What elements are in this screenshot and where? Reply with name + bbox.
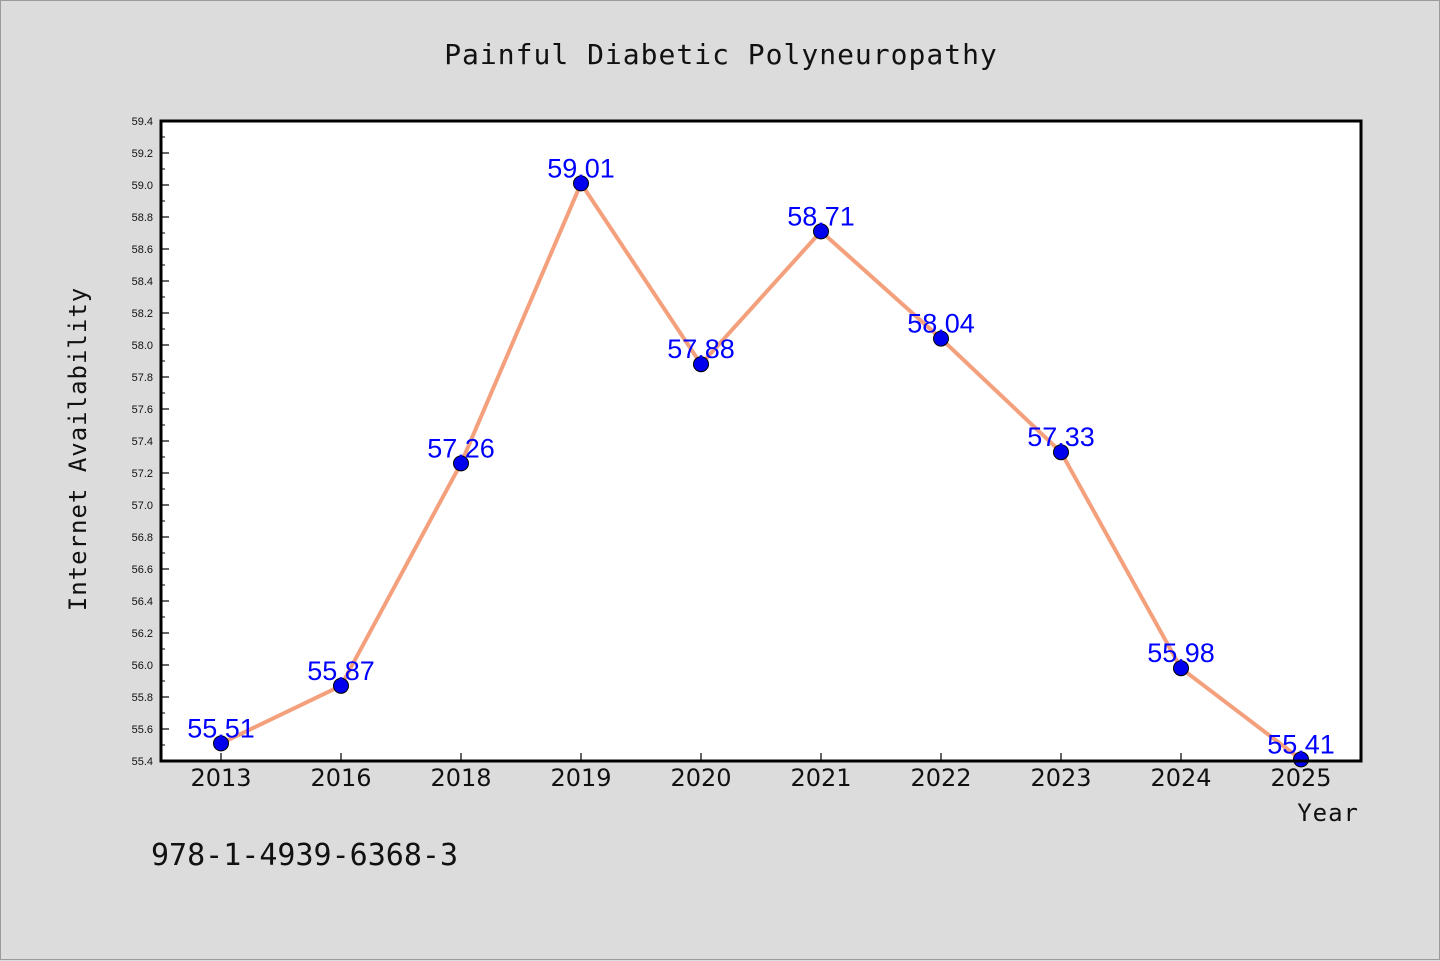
x-tick-label: 2013 (190, 764, 251, 792)
x-tick-label: 2016 (310, 764, 371, 792)
y-tick-label: 56.6 (132, 564, 153, 576)
isbn-annotation: 978-1-4939-6368-3 (151, 838, 458, 873)
y-tick-label: 57.6 (132, 404, 153, 416)
y-tick-label: 56.4 (132, 596, 153, 608)
x-tick-label: 2023 (1030, 764, 1091, 792)
data-point (933, 330, 949, 347)
y-tick-label: 57.4 (132, 436, 153, 448)
y-tick-label: 58.0 (132, 340, 153, 352)
y-tick-label: 58.6 (132, 244, 153, 256)
data-point (453, 455, 469, 472)
data-point (573, 175, 589, 192)
y-tick-label: 58.2 (132, 308, 153, 320)
y-tick-label: 59.4 (132, 116, 153, 128)
data-point (1053, 444, 1069, 461)
data-labels: 55.51 55.87 57.26 59.01 57.88 58.71 58.04 57.33… (187, 153, 1335, 759)
y-tick-label: 55.8 (132, 692, 153, 704)
x-axis-label: Year (1297, 799, 1359, 827)
y-tick-label: 55.4 (132, 756, 153, 768)
y-tick-label: 57.8 (132, 372, 153, 384)
y-tick-label: 57.0 (132, 500, 153, 512)
x-tick-label: 2021 (790, 764, 851, 792)
x-tick-label: 2018 (430, 764, 491, 792)
y-ticks: 55.4 55.6 55.8 56.0 56.2 56.4 56.6 56.8 57.0 57.2… (132, 116, 169, 768)
y-tick-label: 56.2 (132, 628, 153, 640)
y-axis-label: Internet Availability (64, 287, 92, 611)
y-tick-label: 58.4 (132, 276, 153, 288)
data-label: 58.04 (907, 309, 975, 339)
data-point (213, 735, 229, 752)
data-label: 55.51 (187, 713, 255, 743)
data-label: 55.87 (307, 656, 375, 686)
data-label: 57.26 (427, 433, 495, 463)
data-point (693, 356, 709, 373)
data-label: 55.98 (1147, 638, 1215, 668)
x-tick-label: 2020 (670, 764, 731, 792)
data-label: 55.41 (1267, 729, 1335, 759)
x-tick-label: 2025 (1270, 764, 1331, 792)
data-point (1173, 660, 1189, 677)
x-tick-label: 2019 (550, 764, 611, 792)
y-tick-label: 59.2 (132, 148, 153, 160)
series (213, 175, 1309, 768)
x-tick-label: 2024 (1150, 764, 1211, 792)
y-tick-label: 56.8 (132, 532, 153, 544)
y-tick-label: 57.2 (132, 468, 153, 480)
data-label: 57.33 (1027, 422, 1095, 452)
x-ticks: 2013 2016 2018 2019 2020 2021 2022 2023 2024 2025 (190, 753, 1332, 792)
data-label: 58.71 (787, 201, 855, 231)
y-tick-label: 56.0 (132, 660, 153, 672)
x-tick-label: 2022 (910, 764, 971, 792)
data-point (813, 223, 829, 240)
y-tick-label: 59.0 (132, 180, 153, 192)
data-label: 57.88 (667, 334, 735, 364)
data-label: 59.01 (547, 153, 615, 183)
y-tick-label: 58.8 (132, 212, 153, 224)
chart-title: Painful Diabetic Polyneuropathy (444, 38, 998, 71)
plot-area (161, 121, 1361, 761)
data-point (333, 677, 349, 694)
series-line (220, 181, 1303, 761)
data-point (1293, 751, 1309, 768)
y-tick-label: 55.6 (132, 724, 153, 736)
plot-border (159, 119, 1363, 763)
